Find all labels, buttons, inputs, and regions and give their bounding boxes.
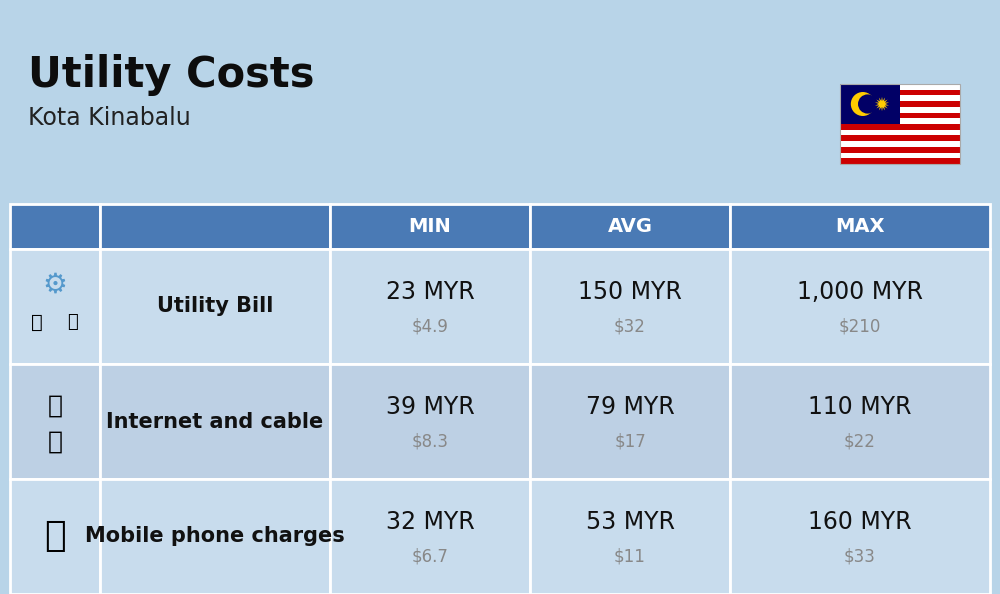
Bar: [530, 249, 730, 364]
Text: 🖨: 🖨: [48, 429, 62, 453]
Bar: [330, 204, 530, 249]
Text: Internet and cable: Internet and cable: [106, 412, 324, 431]
Text: $210: $210: [839, 317, 881, 335]
Bar: [100, 204, 330, 249]
Bar: [840, 153, 960, 158]
Bar: [840, 118, 960, 124]
Text: 23 MYR: 23 MYR: [386, 280, 474, 304]
Bar: [840, 84, 960, 90]
Text: $17: $17: [614, 432, 646, 450]
Text: $32: $32: [614, 317, 646, 335]
Circle shape: [858, 94, 877, 113]
Bar: [840, 84, 960, 164]
Text: 📶: 📶: [48, 393, 62, 418]
Bar: [330, 249, 530, 364]
Text: $11: $11: [614, 547, 646, 565]
Bar: [840, 135, 960, 141]
Circle shape: [851, 92, 875, 116]
Text: Kota Kinabalu: Kota Kinabalu: [28, 106, 191, 130]
Bar: [840, 90, 960, 96]
Bar: [530, 204, 730, 249]
Text: $8.3: $8.3: [412, 432, 448, 450]
Text: ⚙: ⚙: [43, 270, 67, 299]
Text: 32 MYR: 32 MYR: [386, 510, 474, 533]
Bar: [100, 364, 330, 479]
Bar: [840, 107, 960, 113]
Bar: [840, 141, 960, 147]
Bar: [840, 129, 960, 135]
Text: 📦: 📦: [68, 314, 78, 331]
Text: 1,000 MYR: 1,000 MYR: [797, 280, 923, 304]
Text: $6.7: $6.7: [412, 547, 448, 565]
Text: MAX: MAX: [835, 217, 885, 236]
Bar: [530, 364, 730, 479]
Text: 79 MYR: 79 MYR: [586, 394, 674, 419]
Bar: [10, 249, 100, 364]
Bar: [100, 249, 330, 364]
Bar: [840, 158, 960, 164]
Bar: [840, 147, 960, 153]
Bar: [100, 479, 330, 594]
Text: Mobile phone charges: Mobile phone charges: [85, 526, 345, 546]
Text: 110 MYR: 110 MYR: [808, 394, 912, 419]
Bar: [530, 479, 730, 594]
Bar: [730, 249, 990, 364]
Bar: [840, 101, 960, 107]
Text: $33: $33: [844, 547, 876, 565]
Text: MIN: MIN: [409, 217, 451, 236]
Bar: [840, 84, 900, 124]
Bar: [330, 479, 530, 594]
Bar: [730, 364, 990, 479]
Text: $22: $22: [844, 432, 876, 450]
Text: 53 MYR: 53 MYR: [586, 510, 674, 533]
Text: 📱: 📱: [44, 520, 66, 554]
Bar: [840, 124, 960, 129]
Bar: [10, 204, 100, 249]
Text: 🔌: 🔌: [31, 313, 43, 332]
Text: 160 MYR: 160 MYR: [808, 510, 912, 533]
Polygon shape: [875, 97, 889, 111]
Bar: [330, 364, 530, 479]
Text: AVG: AVG: [608, 217, 652, 236]
Bar: [730, 479, 990, 594]
Text: 39 MYR: 39 MYR: [386, 394, 474, 419]
Bar: [840, 96, 960, 101]
Text: $4.9: $4.9: [412, 317, 448, 335]
Bar: [10, 364, 100, 479]
Text: 150 MYR: 150 MYR: [578, 280, 682, 304]
Text: Utility Costs: Utility Costs: [28, 54, 314, 96]
Bar: [730, 204, 990, 249]
Text: Utility Bill: Utility Bill: [157, 296, 273, 317]
Bar: [840, 113, 960, 118]
Bar: [10, 479, 100, 594]
